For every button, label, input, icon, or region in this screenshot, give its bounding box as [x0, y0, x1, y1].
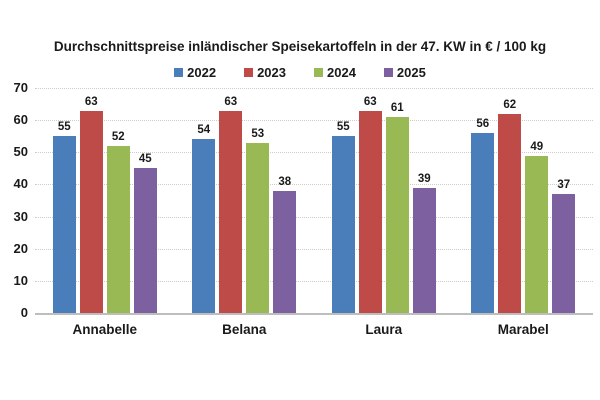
legend-label: 2024	[327, 65, 356, 80]
bar-2022-belana: 54	[192, 124, 216, 313]
gridline-50	[35, 152, 593, 154]
bar-value-label: 56	[476, 118, 490, 130]
y-tick-label-0: 0	[20, 305, 28, 320]
y-tick-label-50: 50	[13, 144, 28, 160]
bar-group-annabelle: 55 63 52 45	[35, 88, 175, 313]
bar-value-label: 63	[84, 95, 98, 108]
x-category-label-marabel: Marabel	[497, 322, 549, 337]
x-category-label-annabelle: Annabelle	[72, 322, 137, 337]
x-axis-category-labels: Annabelle Belana Laura Marabel	[35, 322, 593, 337]
y-tick-label-70: 70	[13, 80, 28, 95]
legend-swatch-2025	[383, 68, 393, 77]
legend-item-2022: 2022	[174, 65, 216, 80]
y-axis: 0 10 20 30 40 50 60 70	[0, 81, 28, 320]
chart-title: Durchschnittspreise inländischer Speisek…	[53, 39, 547, 54]
legend-item-2025: 2025	[383, 65, 426, 80]
x-category-label-laura: Laura	[365, 322, 403, 337]
bar-value-label: 53	[251, 127, 265, 140]
gridline-10	[35, 280, 593, 282]
bar-group-marabel: 56 62 49 37	[454, 88, 594, 313]
y-tick-label-10: 10	[13, 272, 28, 288]
y-tick-label-60: 60	[13, 112, 28, 128]
bar-2024-belana: 53	[246, 128, 270, 313]
legend-label: 2023	[257, 65, 286, 80]
y-tick-label-40: 40	[13, 176, 28, 192]
y-tick-label-30: 30	[13, 208, 28, 224]
bar-2023-laura: 63	[358, 96, 382, 313]
bar-2022-marabel: 56	[471, 118, 495, 313]
bar-group-laura: 55 63 61 39	[314, 88, 454, 313]
bar-value-label: 55	[336, 121, 350, 134]
bar-value-label: 37	[557, 179, 571, 192]
bar-2024-annabelle: 52	[106, 131, 130, 313]
legend-item-2023: 2023	[244, 65, 286, 80]
bar-value-label: 38	[278, 175, 292, 188]
bar-2024-laura: 61	[385, 102, 409, 313]
bar-value-label: 61	[390, 101, 404, 114]
bar-2023-marabel: 62	[498, 99, 522, 313]
bar-2022-laura: 55	[331, 121, 355, 313]
bar-2023-belana: 63	[219, 96, 243, 313]
gridline-70	[35, 88, 593, 89]
bar-value-label: 63	[224, 95, 238, 108]
gridline-20	[35, 248, 593, 250]
legend-swatch-2023	[244, 68, 254, 77]
bar-group-belana: 54 63 53 38	[175, 88, 315, 313]
bar-2025-marabel: 37	[552, 179, 576, 313]
legend-item-2024: 2024	[314, 65, 356, 80]
bar-2025-annabelle: 45	[133, 153, 157, 313]
bar-2025-belana: 38	[273, 176, 297, 313]
bar-value-label: 55	[57, 121, 71, 134]
bar-2022-annabelle: 55	[52, 121, 76, 313]
plot-area: 55 63 52 45 54 63 53 38 55 63 61 39 56 62 49 37	[35, 88, 593, 315]
bar-2023-annabelle: 63	[79, 96, 103, 313]
gridline-60	[35, 120, 593, 122]
legend-swatch-2022	[174, 68, 184, 77]
legend-label: 2025	[396, 65, 426, 80]
bar-value-label: 62	[503, 98, 517, 111]
legend-label: 2022	[187, 65, 217, 80]
bar-2024-marabel: 49	[525, 141, 549, 313]
bar-value-label: 39	[417, 172, 431, 185]
bar-value-label: 45	[138, 153, 152, 166]
bar-2025-laura: 39	[412, 173, 436, 313]
legend-swatch-2024	[314, 68, 323, 77]
bar-value-label: 54	[197, 124, 211, 137]
gridline-40	[35, 184, 593, 186]
x-category-label-belana: Belana	[222, 322, 267, 337]
gridline-30	[35, 216, 593, 218]
y-tick-label-20: 20	[13, 240, 28, 256]
bar-value-label: 52	[111, 130, 125, 143]
bar-value-label: 49	[530, 140, 544, 153]
bar-value-label: 63	[363, 95, 377, 108]
legend: 2022 2023 2024 2025	[0, 65, 600, 80]
